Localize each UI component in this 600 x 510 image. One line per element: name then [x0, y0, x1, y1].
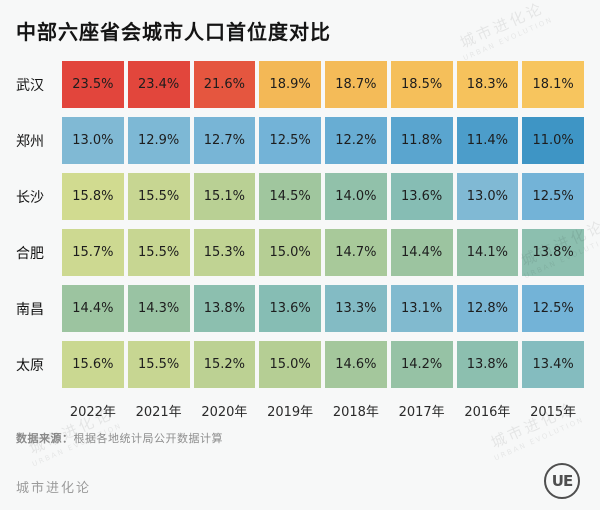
heatmap-cell: 12.5% — [522, 285, 584, 332]
column-label-1: 2021年 — [135, 404, 182, 420]
heatmap-cell: 23.4% — [127, 61, 190, 108]
heatmap-cell: 13.8% — [456, 341, 519, 388]
heatmap-cell: 15.0% — [259, 229, 321, 276]
heatmap-cell: 13.0% — [62, 117, 124, 164]
brand-name: 城市进化论 — [16, 481, 92, 496]
column-label-5: 2017年 — [398, 404, 445, 420]
heatmap-cell: 18.3% — [456, 61, 519, 108]
row-label-2: 长沙 — [16, 189, 44, 206]
column-label-2: 2020年 — [201, 404, 248, 420]
heatmap-cell: 23.5% — [62, 61, 124, 108]
heatmap-cell: 12.2% — [325, 117, 387, 164]
heatmap-cell: 11.8% — [390, 117, 453, 164]
row-label-4: 南昌 — [16, 301, 44, 318]
heatmap-cell: 13.6% — [259, 285, 321, 332]
heatmap-cell: 12.9% — [127, 117, 190, 164]
column-label-3: 2019年 — [267, 404, 314, 420]
heatmap-cell: 13.1% — [390, 285, 453, 332]
heatmap-cell: 14.1% — [456, 229, 519, 276]
chart-title: 中部六座省会城市人口首位度对比 — [16, 20, 331, 44]
heatmap-grid: 武汉 23.5% 23.4% 21.6% 18.9% 18.7% 18.5% 18.3% 18.… — [16, 61, 584, 423]
row-label-3: 合肥 — [16, 245, 44, 262]
heatmap-cell: 15.3% — [193, 229, 256, 276]
heatmap-cell: 11.4% — [456, 117, 519, 164]
heatmap-cell: 14.6% — [325, 341, 387, 388]
data-source-label: 数据来源： — [16, 432, 74, 445]
heatmap-cell: 14.4% — [62, 285, 124, 332]
heatmap-cell: 18.7% — [325, 61, 387, 108]
heatmap-cell: 14.0% — [325, 173, 387, 220]
heatmap-cell: 15.5% — [127, 173, 190, 220]
heatmap-cell: 18.5% — [390, 61, 453, 108]
heatmap-cell: 15.7% — [62, 229, 124, 276]
heatmap-cell: 14.2% — [390, 341, 453, 388]
row-label-0: 武汉 — [16, 77, 44, 94]
column-label-4: 2018年 — [332, 404, 379, 420]
column-label-6: 2016年 — [464, 404, 511, 420]
heatmap-cell: 21.6% — [193, 61, 256, 108]
ue-logo-text: UE — [551, 472, 573, 490]
heatmap-cell: 14.4% — [390, 229, 453, 276]
heatmap-cell: 18.9% — [259, 61, 321, 108]
heatmap-cell: 15.1% — [193, 173, 256, 220]
heatmap-cell: 15.6% — [62, 341, 124, 388]
heatmap-cell: 11.0% — [522, 117, 584, 164]
data-source-text: 根据各地统计局公开数据计算 — [73, 432, 223, 445]
data-source-note: 数据来源：根据各地统计局公开数据计算 — [16, 430, 584, 446]
heatmap-cell: 15.0% — [259, 341, 321, 388]
heatmap-cell: 14.7% — [325, 229, 387, 276]
heatmap-cell: 15.8% — [62, 173, 124, 220]
heatmap-cell: 12.8% — [456, 285, 519, 332]
heatmap-cell: 18.1% — [522, 61, 584, 108]
heatmap-cell: 13.8% — [522, 229, 584, 276]
heatmap-cell: 15.5% — [127, 229, 190, 276]
heatmap-cell: 13.6% — [390, 173, 453, 220]
heatmap-cell: 12.5% — [259, 117, 321, 164]
heatmap-cell: 15.5% — [127, 341, 190, 388]
heatmap-cell: 13.4% — [522, 341, 584, 388]
heatmap-cell: 14.5% — [259, 173, 321, 220]
row-label-1: 郑州 — [16, 133, 44, 150]
heatmap-cell: 15.2% — [193, 341, 256, 388]
ue-logo: UE — [544, 463, 580, 499]
heatmap-cell: 12.5% — [522, 173, 584, 220]
row-label-5: 太原 — [16, 357, 44, 374]
axis-corner — [16, 397, 58, 423]
heatmap-cell: 14.3% — [127, 285, 190, 332]
heatmap-cell: 13.8% — [193, 285, 256, 332]
column-label-0: 2022年 — [69, 404, 116, 420]
heatmap-cell: 13.0% — [456, 173, 519, 220]
heatmap-cell: 13.3% — [325, 285, 387, 332]
column-label-7: 2015年 — [530, 404, 577, 420]
heatmap-cell: 12.7% — [193, 117, 256, 164]
